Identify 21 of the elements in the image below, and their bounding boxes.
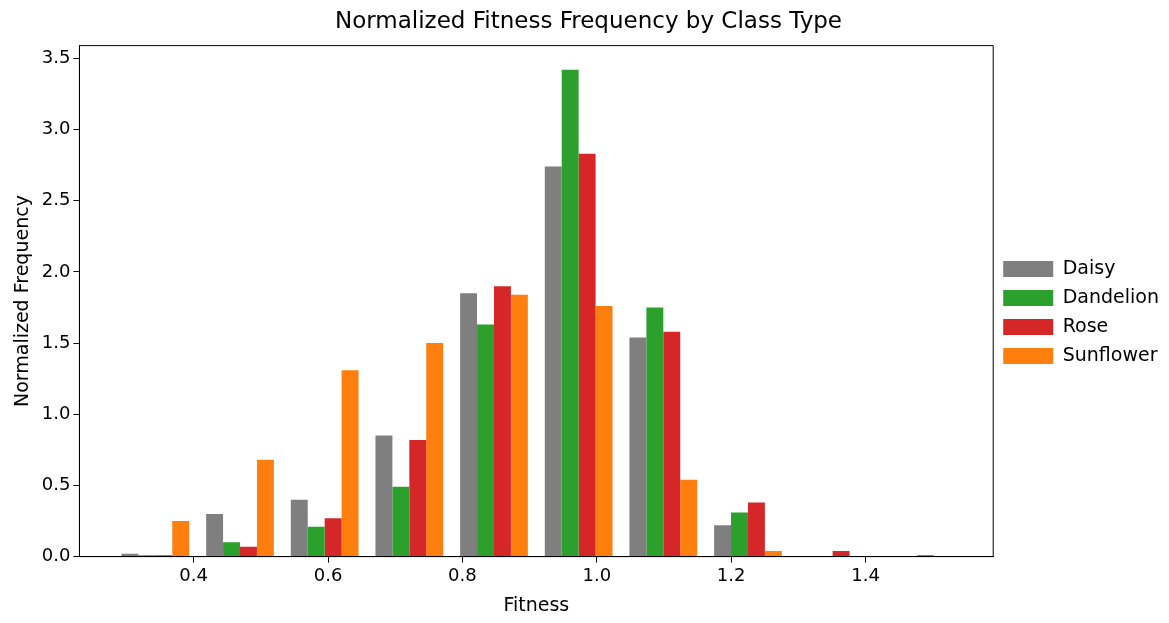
y-tick-label: 0.0 bbox=[41, 544, 71, 566]
legend-label: Daisy bbox=[1062, 255, 1116, 278]
x-axis-title: Fitness bbox=[503, 592, 570, 615]
y-tick-label: 3.0 bbox=[41, 117, 71, 139]
x-tick-label: 1.0 bbox=[582, 564, 612, 586]
legend-label: Rose bbox=[1062, 313, 1109, 336]
y-axis-title: Normalized Frequency bbox=[10, 195, 33, 408]
x-tick-label: 0.4 bbox=[179, 564, 208, 586]
y-tick-label: 3.5 bbox=[41, 46, 71, 68]
y-tick-label: 2.5 bbox=[41, 188, 71, 210]
legend-label: Dandelion bbox=[1062, 284, 1160, 307]
x-tick-label: 0.8 bbox=[448, 564, 477, 586]
y-tick-label: 2.0 bbox=[41, 259, 71, 281]
x-tick-label: 1.2 bbox=[716, 564, 746, 586]
x-tick-label: 1.4 bbox=[851, 564, 880, 586]
y-tick-label: 0.5 bbox=[41, 473, 71, 495]
y-tick-label: 1.0 bbox=[41, 401, 71, 423]
legend-label: Sunflower bbox=[1062, 342, 1158, 365]
x-tick-label: 0.6 bbox=[313, 564, 343, 586]
chart-title: Normalized Fitness Frequency by Class Type bbox=[334, 6, 843, 33]
y-tick-label: 1.5 bbox=[41, 330, 71, 352]
